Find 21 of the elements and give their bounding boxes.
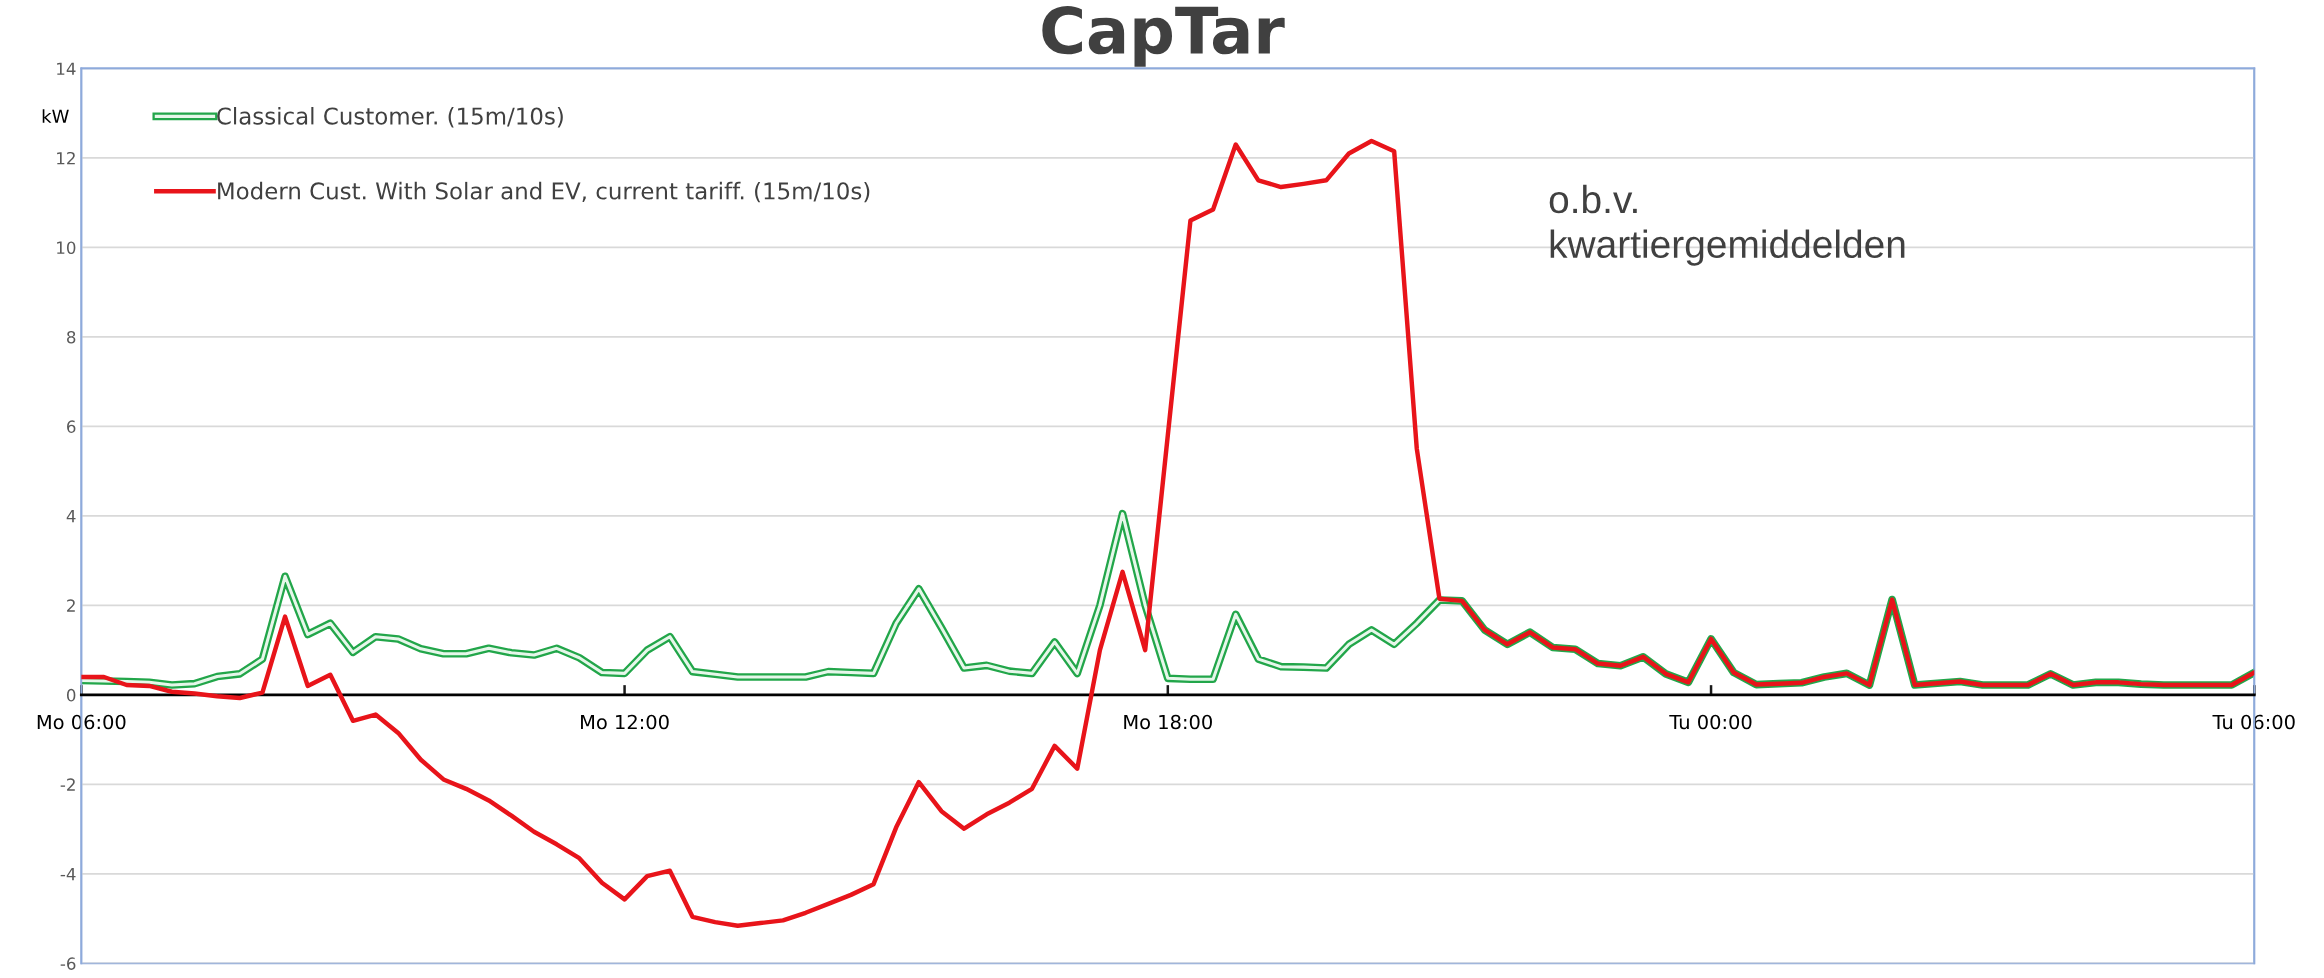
y-tick-label: 2	[67, 599, 75, 612]
y-tick-label: 6	[67, 420, 76, 433]
y-tick-label: 12	[57, 151, 75, 165]
y-tick-label: -2	[60, 778, 75, 791]
legend-label: Modern Cust. With Solar and EV, current tariff. (15m/10s)	[218, 181, 870, 203]
y-tick-label: 4	[66, 510, 76, 523]
x-tick-label: Tu 06:00	[2212, 714, 2295, 730]
y-tick-label: -6	[60, 957, 76, 970]
x-tick-label: Mo 18:00	[1124, 714, 1212, 730]
y-axis-title: kW	[42, 109, 69, 123]
annotation: o.b.v. kwartiergemiddelden	[1549, 184, 1905, 266]
y-tick-label: 14	[57, 62, 76, 75]
y-tick-label: -4	[60, 868, 76, 881]
legend-label: Classical Customer. (15m/10s)	[217, 106, 563, 128]
x-tick-label: Tu 00:00	[1669, 714, 1752, 730]
x-tick-label: Mo 12:00	[581, 714, 669, 730]
y-tick-label: 8	[67, 330, 76, 344]
y-tick-label: 0	[66, 688, 76, 702]
x-tick-label: Mo 06:00	[37, 714, 126, 730]
y-tick-label: 10	[57, 241, 76, 254]
chart-title: CapTar	[1042, 6, 1285, 67]
